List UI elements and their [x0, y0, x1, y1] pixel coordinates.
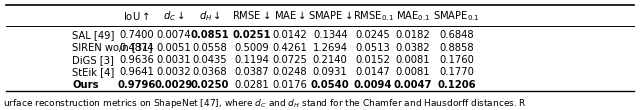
Text: 0.5009: 0.5009	[234, 43, 269, 53]
Text: $d_C$$\downarrow$: $d_C$$\downarrow$	[163, 9, 185, 23]
Text: 0.0142: 0.0142	[273, 30, 307, 40]
Text: 0.0851: 0.0851	[191, 30, 229, 40]
Text: 0.0182: 0.0182	[396, 30, 430, 40]
Text: StEik [4]: StEik [4]	[72, 67, 115, 77]
Text: RMSE$_{0.1}$: RMSE$_{0.1}$	[353, 9, 394, 23]
Text: 0.0725: 0.0725	[273, 55, 307, 65]
Text: 0.0051: 0.0051	[157, 43, 191, 53]
Text: 0.9641: 0.9641	[119, 67, 154, 77]
Text: 0.2140: 0.2140	[313, 55, 348, 65]
Text: SMAPE$_{0.1}$: SMAPE$_{0.1}$	[433, 9, 480, 23]
Text: Ours: Ours	[72, 80, 99, 90]
Text: 0.0152: 0.0152	[356, 55, 390, 65]
Text: 0.9636: 0.9636	[119, 55, 154, 65]
Text: 0.4261: 0.4261	[273, 43, 307, 53]
Text: 0.0281: 0.0281	[234, 80, 269, 90]
Text: 0.0031: 0.0031	[157, 55, 191, 65]
Text: 0.0368: 0.0368	[193, 67, 227, 77]
Text: 0.0245: 0.0245	[356, 30, 390, 40]
Text: urface reconstruction metrics on ShapeNet [47], where $d_C$ and $d_H$ stand for : urface reconstruction metrics on ShapeNe…	[3, 97, 527, 110]
Text: 0.0435: 0.0435	[193, 55, 227, 65]
Text: 0.1206: 0.1206	[437, 80, 476, 90]
Text: 0.0251: 0.0251	[232, 30, 271, 40]
Text: MAE$\downarrow$: MAE$\downarrow$	[274, 10, 306, 21]
Text: 0.7400: 0.7400	[119, 30, 154, 40]
Text: 0.1344: 0.1344	[313, 30, 348, 40]
Text: 0.0387: 0.0387	[234, 67, 269, 77]
Text: 0.0032: 0.0032	[157, 67, 191, 77]
Text: 0.0540: 0.0540	[311, 80, 349, 90]
Text: 0.0176: 0.0176	[273, 80, 307, 90]
Text: RMSE$\downarrow$: RMSE$\downarrow$	[232, 10, 271, 21]
Text: 0.4874: 0.4874	[119, 43, 154, 53]
Text: 0.0558: 0.0558	[193, 43, 227, 53]
Text: DiGS [3]: DiGS [3]	[72, 55, 114, 65]
Text: SAL [49]: SAL [49]	[72, 30, 115, 40]
Text: 0.0513: 0.0513	[356, 43, 390, 53]
Text: 0.1770: 0.1770	[439, 67, 474, 77]
Text: 0.0094: 0.0094	[354, 80, 392, 90]
Text: 0.0931: 0.0931	[313, 67, 348, 77]
Text: 0.1194: 0.1194	[234, 55, 269, 65]
Text: 0.6848: 0.6848	[439, 30, 474, 40]
Text: 0.0029: 0.0029	[155, 80, 193, 90]
Text: 0.0248: 0.0248	[273, 67, 307, 77]
Text: 0.0081: 0.0081	[396, 55, 430, 65]
Text: SMAPE$\downarrow$: SMAPE$\downarrow$	[308, 10, 353, 21]
Text: 0.1760: 0.1760	[439, 55, 474, 65]
Text: 0.0047: 0.0047	[394, 80, 432, 90]
Text: 0.8858: 0.8858	[439, 43, 474, 53]
Text: $d_H$$\downarrow$: $d_H$$\downarrow$	[199, 9, 221, 23]
Text: 0.0147: 0.0147	[356, 67, 390, 77]
Text: 0.0250: 0.0250	[191, 80, 229, 90]
Text: 0.9796: 0.9796	[117, 80, 156, 90]
Text: 1.2694: 1.2694	[313, 43, 348, 53]
Text: 0.0382: 0.0382	[396, 43, 430, 53]
Text: 0.0081: 0.0081	[396, 67, 430, 77]
Text: IoU$\uparrow$: IoU$\uparrow$	[123, 10, 150, 22]
Text: MAE$_{0.1}$: MAE$_{0.1}$	[396, 9, 430, 23]
Text: SIREN wo/n [31]: SIREN wo/n [31]	[72, 43, 153, 53]
Text: 0.0074: 0.0074	[157, 30, 191, 40]
